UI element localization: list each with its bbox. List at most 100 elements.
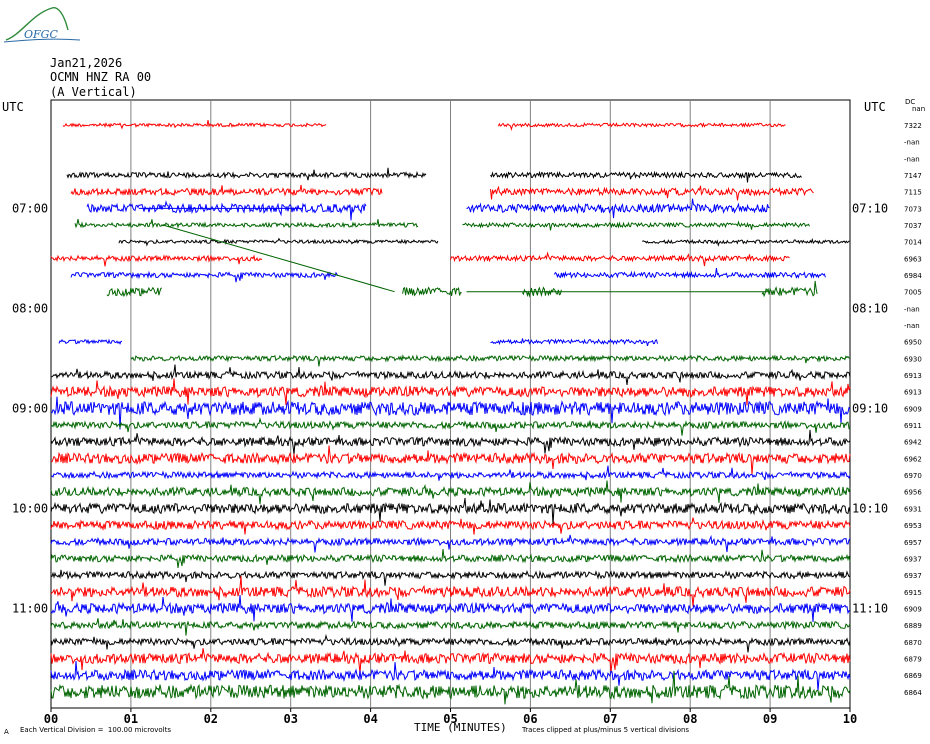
seismic-trace — [462, 220, 810, 231]
dc-offset-label: 6870 — [904, 639, 922, 647]
seismic-trace — [50, 396, 851, 430]
dc-offset-label: 6970 — [904, 472, 922, 480]
dc-offset-label: 6879 — [904, 655, 922, 663]
seismic-trace — [70, 270, 339, 283]
x-tick-label: 03 — [283, 712, 297, 726]
dc-offset-label: 6937 — [904, 555, 922, 563]
utc-label-right: UTC — [864, 100, 886, 114]
seismic-trace — [50, 465, 851, 481]
seismic-trace — [50, 660, 851, 692]
dc-offset-label: -nan — [904, 305, 920, 313]
seismic-trace — [50, 480, 851, 505]
seismic-trace — [50, 670, 851, 705]
seismic-trace — [402, 286, 462, 297]
dc-offset-label: 6915 — [904, 589, 922, 597]
dc-offset-label: -nan — [904, 139, 920, 147]
dc-label-top: DC — [905, 98, 916, 106]
dc-offset-label: 6864 — [904, 689, 922, 697]
dc-offset-label: 6930 — [904, 355, 922, 363]
seismic-trace — [66, 167, 427, 181]
seismic-trace — [50, 548, 851, 568]
dc-offset-label: 6963 — [904, 255, 922, 263]
seismic-trace — [50, 498, 851, 525]
seismic-trace — [106, 286, 163, 298]
dc-offset-label: 6913 — [904, 372, 922, 380]
seismic-trace — [50, 254, 263, 267]
header-station: OCMN HNZ RA 00 — [50, 70, 152, 84]
hour-label-left: 11:00 — [12, 601, 48, 615]
seismic-trace — [118, 237, 439, 247]
dc-offset-label: 7037 — [904, 222, 922, 230]
dc-offset-label: 6950 — [904, 339, 922, 347]
dc-offset-label: 6956 — [904, 489, 922, 497]
x-tick-label: 05 — [443, 712, 457, 726]
seismic-trace — [50, 429, 851, 455]
hour-label-right: 10:10 — [852, 501, 888, 515]
dc-offset-label: 6962 — [904, 455, 922, 463]
seismic-trace — [497, 122, 786, 131]
seismic-trace — [70, 184, 383, 197]
seismic-trace — [50, 576, 851, 607]
seismic-trace — [761, 280, 818, 298]
seismic-trace — [490, 338, 658, 347]
dc-offset-label: 6909 — [904, 405, 922, 413]
dc-label-sub: nan — [912, 105, 926, 113]
x-tick-label: 04 — [363, 712, 377, 726]
seismic-trace — [50, 569, 850, 586]
seismic-trace — [50, 364, 851, 385]
seismic-trace — [50, 618, 851, 636]
dc-offset-label: 7073 — [904, 205, 922, 213]
x-tick-label: 00 — [44, 712, 58, 726]
dc-offset-label: 7014 — [904, 239, 922, 247]
header-date: Jan21,2026 — [50, 56, 123, 70]
seismic-trace — [50, 595, 851, 623]
seismic-trace — [490, 170, 802, 183]
x-tick-label: 02 — [204, 712, 218, 726]
footer-marker: A — [4, 728, 9, 736]
x-tick-label: 08 — [683, 712, 697, 726]
hour-label-left: 10:00 — [12, 501, 48, 515]
dc-offset-label: -nan — [904, 155, 920, 163]
seismic-trace — [490, 185, 814, 201]
header-component: (A Vertical) — [50, 85, 137, 99]
x-tick-label: 01 — [124, 712, 138, 726]
hour-label-left: 07:00 — [12, 201, 48, 215]
seismic-trace — [553, 267, 826, 280]
seismic-trace — [50, 633, 851, 653]
logo-swoosh-icon — [3, 7, 81, 43]
seismic-trace — [58, 338, 122, 345]
seismic-trace — [521, 286, 562, 298]
x-tick-label: 09 — [763, 712, 777, 726]
dc-offset-label: 6909 — [904, 605, 922, 613]
dc-offset-label: 6957 — [904, 539, 922, 547]
hour-label-right: 07:10 — [852, 201, 888, 215]
utc-label-left: UTC — [2, 100, 24, 114]
dc-offset-label: 6942 — [904, 439, 922, 447]
seismic-trace — [62, 120, 327, 130]
dc-offset-label: -nan — [904, 322, 920, 330]
dc-offset-label: 6937 — [904, 572, 922, 580]
seismic-trace — [50, 417, 851, 436]
seismic-trace — [466, 198, 770, 219]
hour-label-left: 09:00 — [12, 401, 48, 415]
dc-offset-label: 6889 — [904, 622, 922, 630]
dc-offset-label: 6931 — [904, 505, 922, 513]
dc-offset-label: 6913 — [904, 389, 922, 397]
dc-offset-label: 7147 — [904, 172, 922, 180]
dc-offset-label: 7322 — [904, 122, 922, 130]
trace-connector — [162, 224, 395, 293]
hour-label-right: 11:10 — [852, 601, 888, 615]
dc-offset-label: 6953 — [904, 522, 922, 530]
seismic-trace — [130, 354, 851, 367]
hour-label-right: 08:10 — [852, 301, 888, 315]
logo-text: OFGC — [24, 28, 58, 41]
dc-offset-label: 7115 — [904, 189, 922, 197]
seismic-trace — [50, 534, 851, 553]
x-tick-label: 06 — [523, 712, 537, 726]
seismic-trace — [642, 237, 850, 247]
seismic-trace — [450, 251, 790, 267]
dc-offset-label: 7005 — [904, 289, 922, 297]
seismic-trace — [50, 445, 851, 475]
seismic-trace — [50, 648, 851, 674]
